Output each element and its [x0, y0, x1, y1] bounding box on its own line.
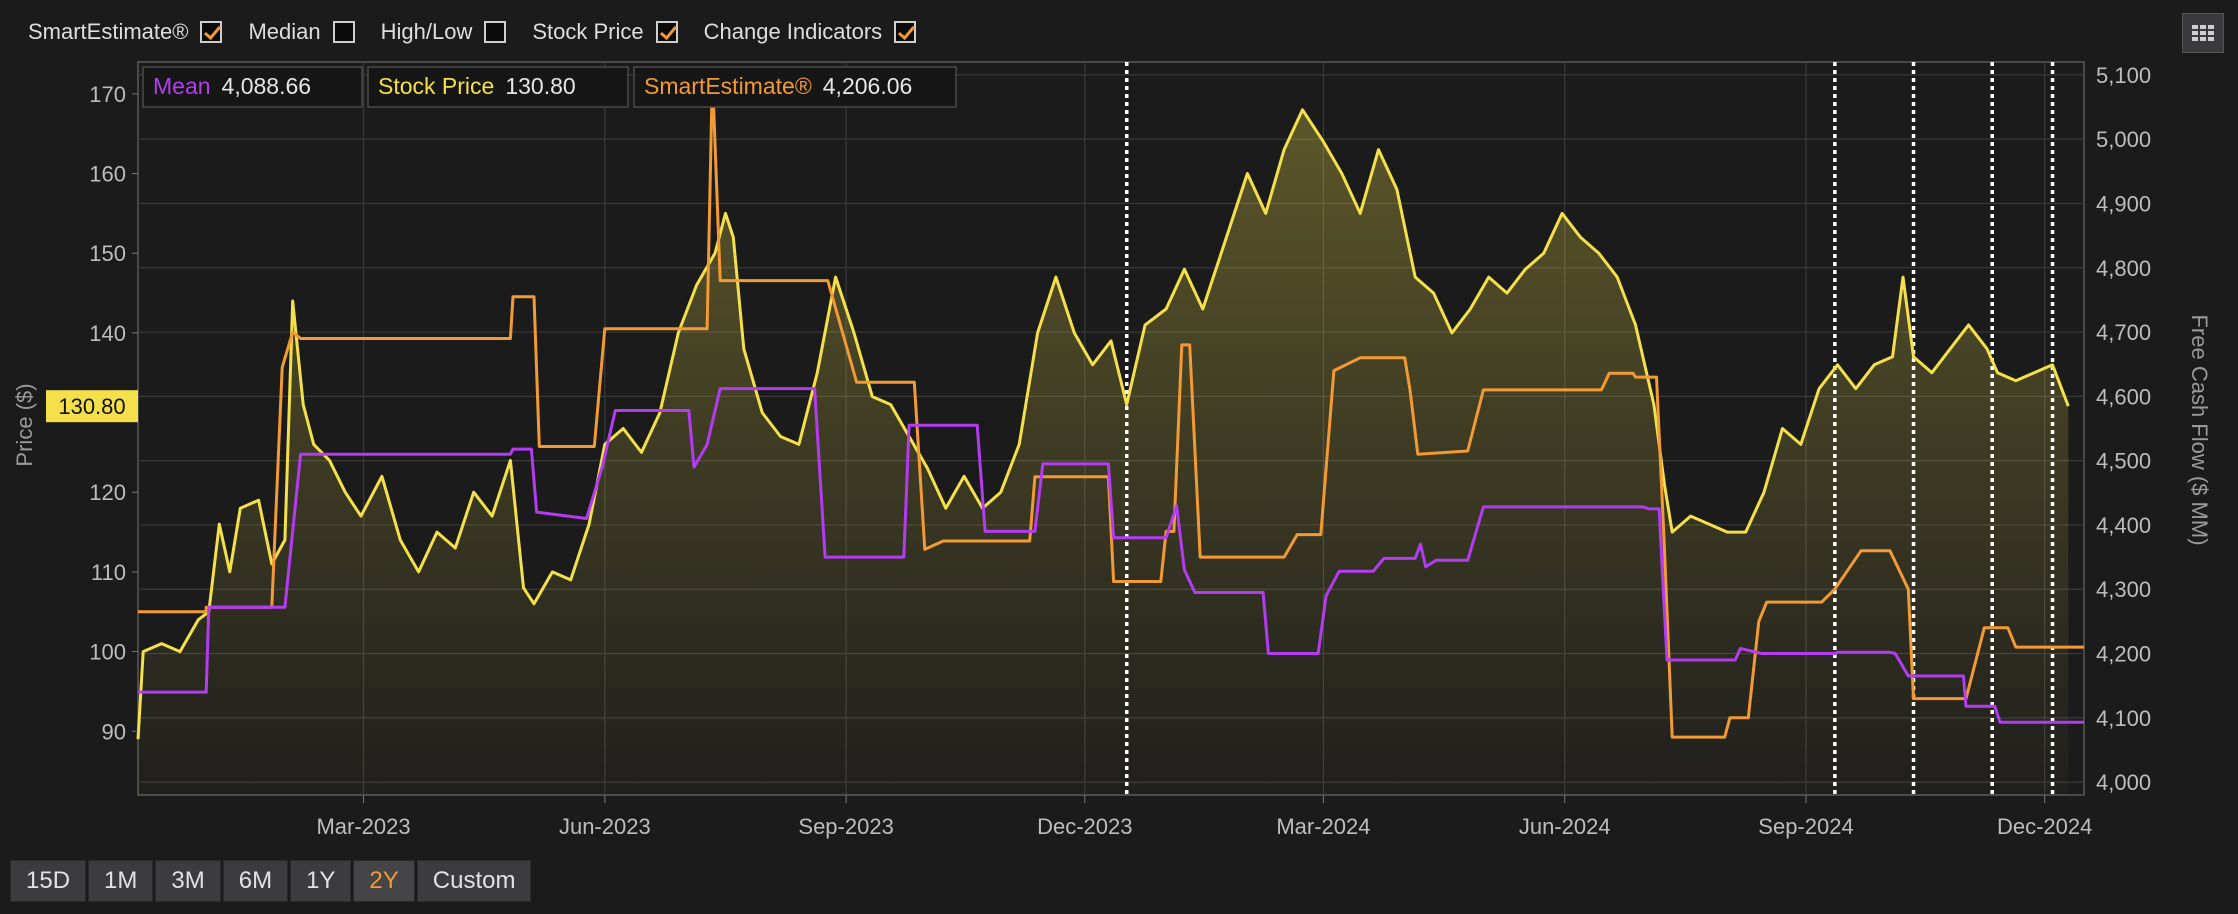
y-left-tick-label: 120: [89, 480, 126, 505]
legend-value: 4,088.66: [222, 73, 312, 99]
y-left-tick-label: 100: [89, 640, 126, 665]
x-tick-label: Dec-2023: [1037, 814, 1132, 839]
x-tick-label: Dec-2024: [1997, 814, 2092, 839]
x-tick-label: Sep-2024: [1758, 814, 1853, 839]
price-tag: 130.80: [46, 390, 138, 423]
series-line-smartestimate: [138, 73, 2084, 739]
range-button-1m[interactable]: 1M: [88, 860, 154, 902]
toggle-change-indicators[interactable]: Change Indicators: [704, 19, 917, 45]
legend-item-smartestimate: SmartEstimate® 4,206.06: [633, 66, 957, 108]
legend-value: 4,206.06: [823, 73, 913, 99]
y-right-tick-label: 4,700: [2096, 320, 2151, 345]
checkbox[interactable]: [894, 21, 917, 43]
legend-name: Stock Price: [378, 73, 494, 99]
y-left-tick-label: 90: [102, 719, 126, 744]
x-tick-label: Mar-2024: [1276, 814, 1370, 839]
toggle-stock-price[interactable]: Stock Price: [532, 19, 678, 45]
y-left-axis-title: Price ($): [12, 383, 37, 466]
y-right-tick-label: 4,000: [2096, 770, 2151, 795]
date-range-selector: 15D 1M 3M 6M 1Y 2Y Custom: [10, 860, 532, 902]
y-right-tick-label: 4,500: [2096, 449, 2151, 474]
legend-box: [633, 66, 957, 108]
price-tag-label: 130.80: [58, 394, 125, 419]
x-tick-label: Mar-2023: [316, 814, 410, 839]
range-button-custom[interactable]: Custom: [416, 860, 532, 902]
range-button-3m[interactable]: 3M: [155, 860, 221, 902]
toggle-label: Stock Price: [532, 19, 644, 44]
x-tick-label: Jun-2023: [559, 814, 651, 839]
legend-box: [142, 66, 363, 108]
legend-item-stock-price: Stock Price 130.80: [367, 66, 629, 108]
checkbox[interactable]: [484, 21, 507, 43]
toggle-label: SmartEstimate®: [28, 19, 189, 44]
range-button-2y[interactable]: 2Y: [353, 860, 415, 902]
y-right-tick-label: 5,000: [2096, 127, 2151, 152]
x-tick-label: Jun-2024: [1519, 814, 1611, 839]
series-lines: [136, 73, 2084, 740]
price-tag-box: [46, 390, 138, 423]
legend: Mean 4,088.66 Stock Price 130.80 SmartEstima…: [142, 66, 957, 108]
legend-name: Mean: [153, 73, 211, 99]
range-button-15d[interactable]: 15D: [10, 860, 87, 902]
y-left-tick-label: 160: [89, 162, 126, 187]
checkbox[interactable]: [332, 21, 355, 43]
legend-name: SmartEstimate®: [644, 73, 812, 99]
y-left-tick-label: 150: [89, 241, 126, 266]
y-left-tick-label: 170: [89, 82, 126, 107]
toggle-label: Median: [248, 19, 321, 44]
y-right-tick-label: 5,100: [2096, 63, 2151, 88]
toggle-label: Change Indicators: [703, 19, 883, 44]
toggle-smartestimate[interactable]: SmartEstimate®: [28, 19, 223, 45]
checkbox[interactable]: [655, 21, 678, 43]
series-line-stock-price: [136, 108, 2070, 740]
grid-menu-button[interactable]: [2182, 13, 2224, 53]
series-line-mean: [138, 387, 2084, 724]
series-area-stock-price: [138, 109, 2069, 796]
range-button-1y[interactable]: 1Y: [290, 860, 352, 902]
legend-value: 130.80: [505, 73, 575, 99]
x-tick-label: Sep-2023: [798, 814, 893, 839]
y-right-tick-label: 4,800: [2096, 256, 2151, 281]
toggle-high-low[interactable]: High/Low: [381, 19, 507, 45]
y-right-tick-label: 4,200: [2096, 642, 2151, 667]
y-left-tick-label: 110: [91, 560, 126, 585]
y-right-tick-label: 4,900: [2096, 191, 2151, 216]
y-right-tick-label: 4,300: [2096, 577, 2151, 602]
checkbox[interactable]: [200, 21, 223, 43]
y-left-tick-label: 140: [89, 321, 126, 346]
chart-options-toolbar: SmartEstimate® Median High/Low Stock Price C…: [28, 14, 942, 50]
grid-icon: [2192, 25, 2214, 41]
y-right-tick-label: 4,400: [2096, 513, 2151, 538]
toggle-label: High/Low: [380, 19, 473, 44]
legend-item-mean: Mean 4,088.66: [142, 66, 363, 108]
y-right-tick-label: 4,600: [2096, 384, 2151, 409]
price-area-fill: [138, 109, 2069, 796]
legend-box: [367, 66, 629, 108]
y-right-tick-label: 4,100: [2096, 706, 2151, 731]
range-button-6m[interactable]: 6M: [222, 860, 289, 902]
toggle-median[interactable]: Median: [248, 19, 355, 45]
y-right-axis-title: Free Cash Flow ($ MM): [2187, 314, 2212, 545]
